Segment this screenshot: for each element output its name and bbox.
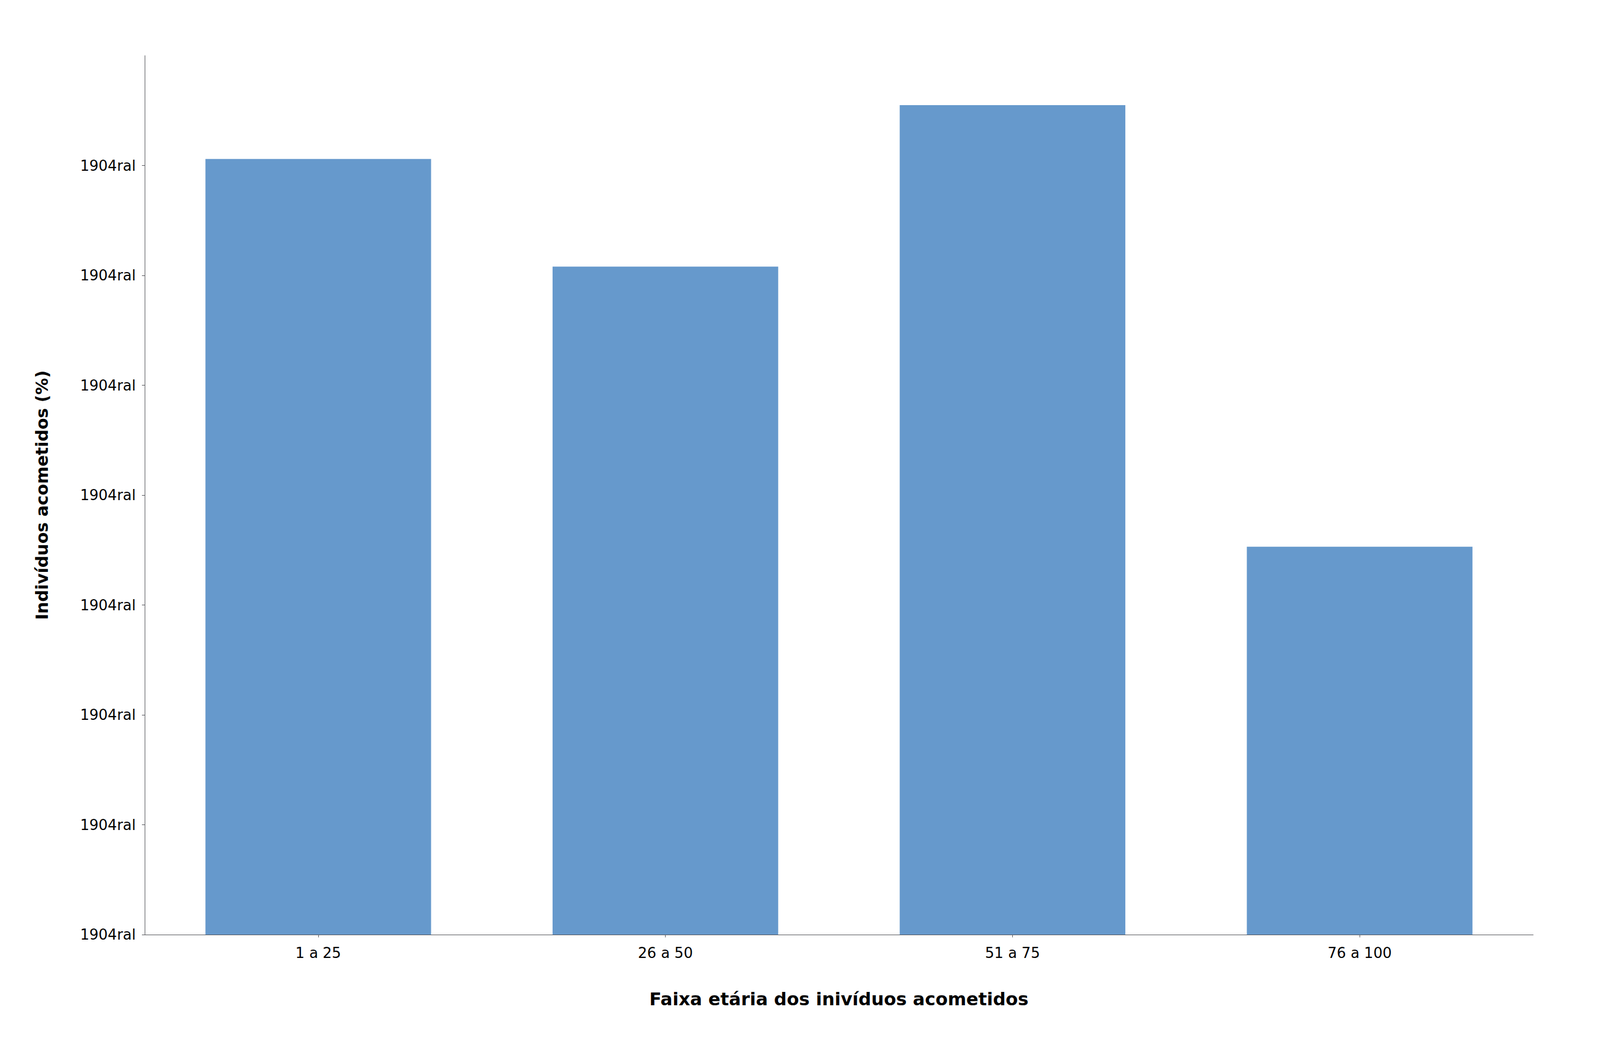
svg-text:Indivíduos acometidos (%): Indivíduos acometidos (%) xyxy=(32,370,52,621)
svg-text:51 a 75: 51 a 75 xyxy=(985,944,1041,962)
svg-text:1904ral: 1904ral xyxy=(80,816,136,834)
svg-text:1904ral: 1904ral xyxy=(80,597,136,614)
svg-text:26 a 50: 26 a 50 xyxy=(637,944,693,962)
svg-text:1904ral: 1904ral xyxy=(80,377,136,395)
svg-text:1904ral: 1904ral xyxy=(80,486,136,504)
svg-text:1904ral: 1904ral xyxy=(80,926,136,944)
svg-text:1904ral: 1904ral xyxy=(80,157,136,175)
svg-text:1 a 25: 1 a 25 xyxy=(295,944,342,962)
svg-text:Faixa etária dos inivíduos aco: Faixa etária dos inivíduos acometidos xyxy=(649,988,1029,1011)
svg-text:76 a 100: 76 a 100 xyxy=(1327,944,1392,962)
svg-text:1904ral: 1904ral xyxy=(80,706,136,724)
svg-text:1904ral: 1904ral xyxy=(80,267,136,284)
